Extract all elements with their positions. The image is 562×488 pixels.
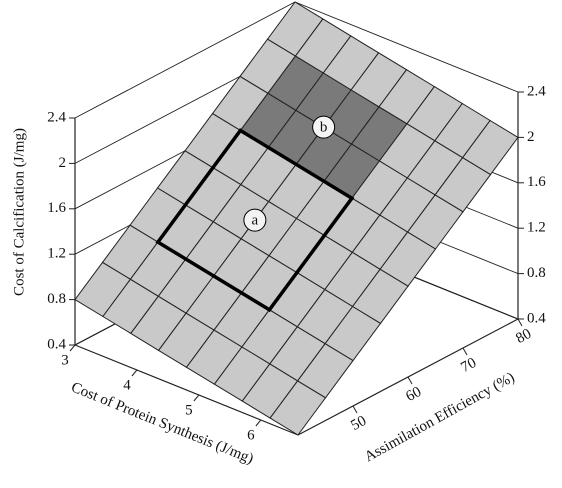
region-label-circle (243, 208, 267, 232)
z-tick-label: 1.2 (47, 246, 66, 262)
z-tick-label: 2 (59, 155, 67, 171)
z-tick-label: 0.4 (527, 310, 546, 326)
z-tick-label: 2.4 (527, 83, 546, 99)
z-tick-label: 0.8 (47, 291, 66, 307)
y-tick (517, 318, 523, 327)
y-tick (462, 347, 468, 356)
x-tick (69, 344, 76, 352)
x-tick (255, 419, 262, 427)
y-tick-label: 50 (348, 413, 369, 434)
surface-cell (269, 380, 327, 436)
x-tick-label: 5 (185, 402, 193, 418)
x-tick-label: 6 (247, 427, 255, 443)
z-tick-label: 2.4 (47, 109, 66, 125)
z-tick-label: 2 (527, 129, 535, 145)
x-tick (131, 369, 138, 377)
x-tick (193, 394, 200, 402)
z-tick-label: 1.6 (47, 200, 66, 216)
region-outline (155, 128, 355, 313)
region-label: b (320, 120, 328, 136)
z-axis-label: Cost of Calcification (J/mg) (11, 128, 27, 296)
region-label: a (252, 213, 259, 229)
y-tick-label: 60 (403, 384, 424, 405)
region-label-circle (312, 115, 336, 139)
y-tick-label: 70 (458, 355, 479, 376)
z-tick-label: 0.8 (527, 265, 546, 281)
x-tick-label: 3 (61, 352, 69, 368)
z-tick-label: 0.4 (47, 336, 66, 352)
x-tick-label: 4 (123, 377, 131, 393)
y-axis-label: Assimilation Efficiency (%) (362, 370, 517, 466)
y-tick (407, 376, 413, 385)
y-tick (352, 405, 358, 414)
z-tick-label: 1.2 (527, 220, 546, 236)
z-tick-label: 1.6 (527, 174, 546, 190)
y-tick-label: 80 (513, 326, 534, 347)
